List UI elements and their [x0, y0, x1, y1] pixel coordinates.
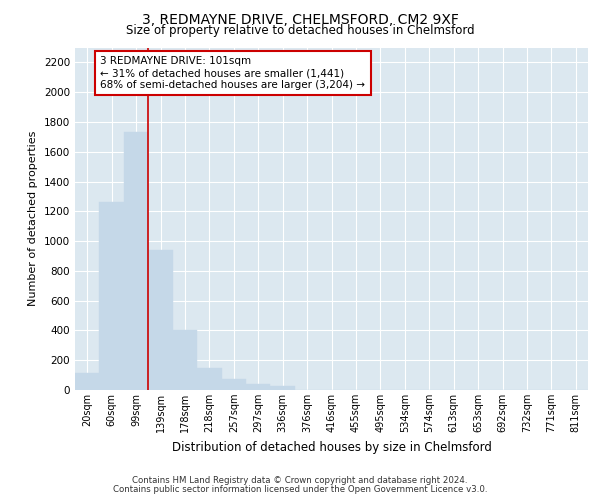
Bar — [124, 132, 148, 390]
X-axis label: Distribution of detached houses by size in Chelmsford: Distribution of detached houses by size … — [172, 440, 491, 454]
Text: 3, REDMAYNE DRIVE, CHELMSFORD, CM2 9XF: 3, REDMAYNE DRIVE, CHELMSFORD, CM2 9XF — [142, 12, 458, 26]
Y-axis label: Number of detached properties: Number of detached properties — [28, 131, 38, 306]
Bar — [271, 386, 295, 390]
Bar — [148, 250, 173, 390]
Text: 3 REDMAYNE DRIVE: 101sqm
← 31% of detached houses are smaller (1,441)
68% of sem: 3 REDMAYNE DRIVE: 101sqm ← 31% of detach… — [100, 56, 365, 90]
Bar — [100, 202, 124, 390]
Text: Contains HM Land Registry data © Crown copyright and database right 2024.: Contains HM Land Registry data © Crown c… — [132, 476, 468, 485]
Bar — [246, 384, 271, 390]
Text: Contains public sector information licensed under the Open Government Licence v3: Contains public sector information licen… — [113, 484, 487, 494]
Text: Size of property relative to detached houses in Chelmsford: Size of property relative to detached ho… — [125, 24, 475, 37]
Bar — [75, 373, 100, 390]
Bar — [221, 379, 246, 390]
Bar — [197, 368, 221, 390]
Bar — [173, 330, 197, 390]
